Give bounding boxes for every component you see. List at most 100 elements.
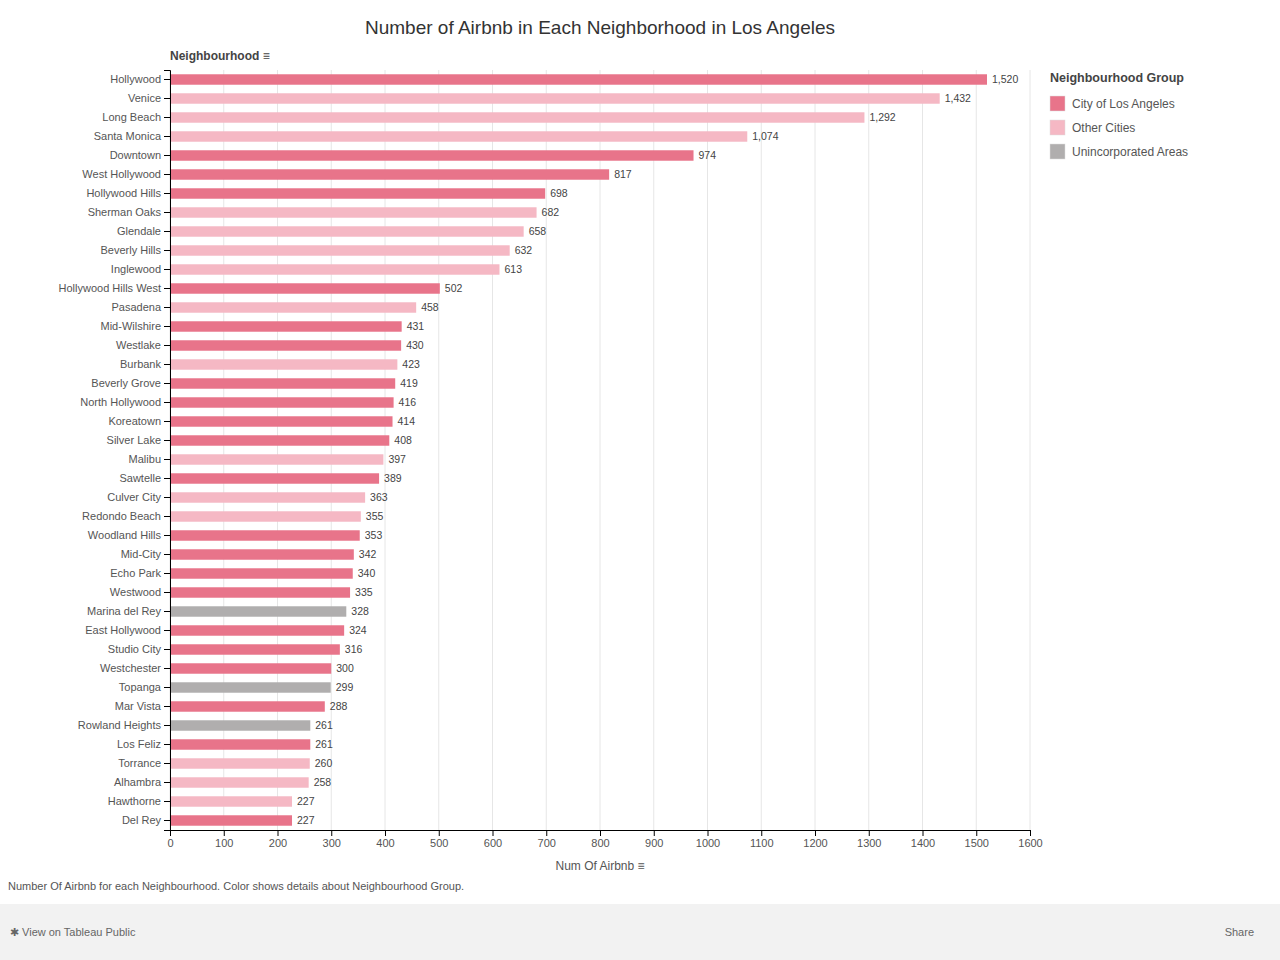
tick-label: Hollywood Hills West — [59, 282, 162, 294]
bar — [170, 74, 987, 84]
tick-label: 200 — [269, 837, 287, 849]
x-axis-label: Num Of Airbnb ≡ — [555, 859, 644, 873]
x-tick: 1400 — [911, 830, 935, 849]
tick-label: Long Beach — [102, 111, 161, 123]
toolbar-text: ✱ View on Tableau Public — [10, 926, 136, 938]
y-tick: Burbank — [120, 358, 170, 370]
plot-area: 0100200300400500600700800900100011001200… — [59, 70, 1043, 849]
tick-mark — [164, 497, 170, 498]
data-label: 408 — [394, 434, 412, 446]
tick-label: 600 — [484, 837, 502, 849]
tick-label: Burbank — [120, 358, 161, 370]
bar — [170, 511, 361, 521]
data-label: 227 — [297, 814, 315, 826]
tick-mark — [164, 98, 170, 99]
legend-swatch — [1050, 96, 1065, 111]
tick-mark — [546, 830, 547, 836]
tick-mark — [439, 830, 440, 836]
y-tick: Rowland Heights — [78, 719, 170, 731]
y-tick: Torrance — [118, 757, 170, 769]
tick-label: Inglewood — [111, 263, 161, 275]
legend-label: Other Cities — [1072, 121, 1135, 135]
x-tick: 100 — [215, 830, 233, 849]
data-label: 416 — [399, 396, 417, 408]
tick-mark — [164, 193, 170, 194]
axis-domain — [171, 831, 1031, 837]
y-tick: East Hollywood — [85, 624, 170, 636]
tick-label: 1000 — [696, 837, 720, 849]
x-tick: 1200 — [803, 830, 827, 849]
y-tick: Downtown — [110, 149, 170, 161]
y-tick: Hawthorne — [108, 795, 170, 807]
data-label: 817 — [614, 168, 632, 180]
grid-line — [707, 70, 708, 830]
bar — [170, 492, 365, 502]
tick-label: Mid-City — [121, 548, 162, 560]
grid-line — [600, 70, 601, 830]
bar — [170, 169, 609, 179]
data-label: 328 — [351, 605, 369, 617]
data-label: 1,074 — [752, 130, 778, 142]
tick-mark — [923, 830, 924, 836]
tick-label: 900 — [645, 837, 663, 849]
y-tick: Venice — [128, 92, 170, 104]
tick-label: Rowland Heights — [78, 719, 162, 731]
tick-mark — [164, 155, 170, 156]
tick-mark — [164, 820, 170, 821]
y-tick: Echo Park — [110, 567, 170, 579]
grid-line — [761, 70, 762, 830]
data-label: 632 — [515, 244, 533, 256]
bar — [170, 682, 331, 692]
tick-label: Hawthorne — [108, 795, 161, 807]
tick-mark — [164, 782, 170, 783]
grid-line — [868, 70, 869, 830]
data-label: 430 — [406, 339, 424, 351]
y-tick: Inglewood — [111, 263, 170, 275]
tick-label: 1300 — [857, 837, 881, 849]
data-label: 227 — [297, 795, 315, 807]
tick-label: Sawtelle — [119, 472, 161, 484]
bar — [170, 150, 694, 160]
axis-domain — [164, 71, 171, 831]
bar — [170, 454, 383, 464]
data-label: 414 — [398, 415, 416, 427]
grid-line — [277, 70, 278, 830]
bar — [170, 796, 292, 806]
tick-mark — [164, 706, 170, 707]
grid — [170, 70, 1030, 830]
tick-label: Venice — [128, 92, 161, 104]
y-tick: North Hollywood — [80, 396, 170, 408]
bar — [170, 359, 397, 369]
data-label: 335 — [355, 586, 373, 598]
x-tick: 300 — [323, 830, 341, 849]
data-label: 355 — [366, 510, 384, 522]
tick-mark — [654, 830, 655, 836]
tick-label: 700 — [538, 837, 556, 849]
y-tick: Los Feliz — [117, 738, 170, 750]
y-tick: Malibu — [129, 453, 170, 465]
y-tick: Sherman Oaks — [88, 206, 170, 218]
y-tick: Hollywood Hills West — [59, 282, 171, 294]
tick-label: 1600 — [1018, 837, 1042, 849]
tick-label: West Hollywood — [82, 168, 161, 180]
tick-mark — [815, 830, 816, 836]
legend-item: Unincorporated Areas — [1050, 144, 1188, 159]
toolbar-text: Share — [1225, 926, 1254, 938]
tick-label: 1500 — [965, 837, 989, 849]
data-label: 258 — [314, 776, 332, 788]
legend-item: City of Los Angeles — [1050, 96, 1175, 111]
chart: 0100200300400500600700800900100011001200… — [0, 0, 1280, 960]
tick-label: 300 — [323, 837, 341, 849]
tick-label: 400 — [376, 837, 394, 849]
y-tick: Sawtelle — [119, 472, 170, 484]
tick-mark — [164, 250, 170, 251]
legend-title: Neighbourhood Group — [1050, 71, 1184, 85]
tick-mark — [164, 516, 170, 517]
y-tick: Long Beach — [102, 111, 170, 123]
tick-mark — [600, 830, 601, 836]
grid-line — [546, 70, 547, 830]
tick-label: 100 — [215, 837, 233, 849]
bar — [170, 815, 292, 825]
tick-mark — [708, 830, 709, 836]
bar — [170, 549, 354, 559]
